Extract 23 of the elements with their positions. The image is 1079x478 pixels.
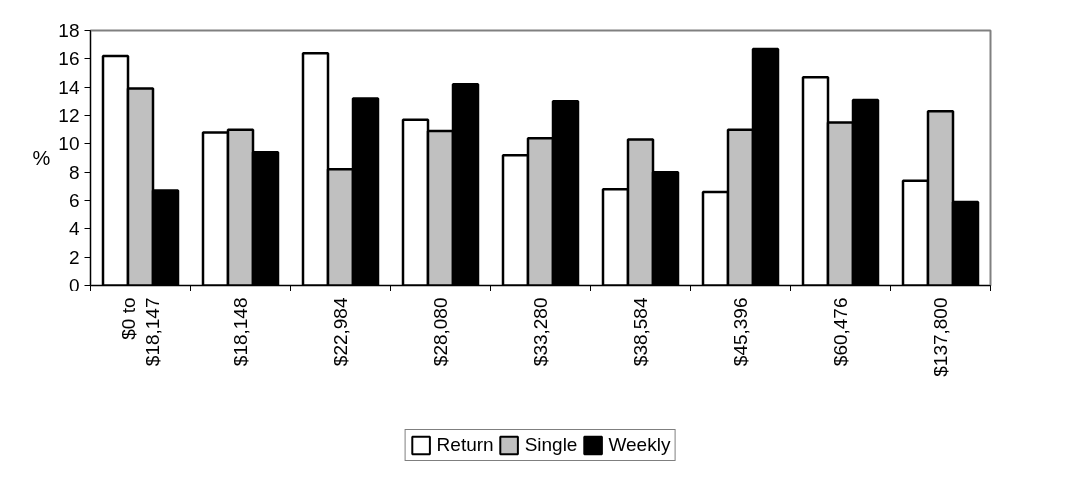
legend-label: Weekly xyxy=(608,434,671,456)
y-tick-label: 12 xyxy=(58,105,80,126)
y-tick-label: 16 xyxy=(58,48,80,70)
y-tick-label: 6 xyxy=(68,190,80,211)
y-tick-label: 8 xyxy=(68,161,80,183)
x-tick-label: $22,984 xyxy=(330,297,351,367)
x-tick-label: $137,800 xyxy=(930,297,951,377)
legend-label: Single xyxy=(524,434,578,456)
y-tick-label: 2 xyxy=(68,246,80,268)
y-tick-label: 14 xyxy=(58,76,80,98)
x-tick-label: $33,280 xyxy=(530,297,551,367)
y-tick-label: 18 xyxy=(58,20,80,41)
y-axis-title: % xyxy=(32,147,51,169)
x-tick-label: $0 to $18,147 xyxy=(118,297,163,367)
x-tick-label: $18,148 xyxy=(230,297,251,367)
x-tick-label: $38,584 xyxy=(630,297,651,367)
x-tick-label: $28,080 xyxy=(430,297,451,367)
y-tick-label: 4 xyxy=(68,218,80,240)
y-tick-label: 0 xyxy=(68,274,80,296)
x-tick-label: $60,476 xyxy=(830,297,851,367)
y-tick-label: 10 xyxy=(58,133,80,155)
legend-label: Return xyxy=(436,434,494,456)
x-tick-label: $45,396 xyxy=(730,297,751,367)
